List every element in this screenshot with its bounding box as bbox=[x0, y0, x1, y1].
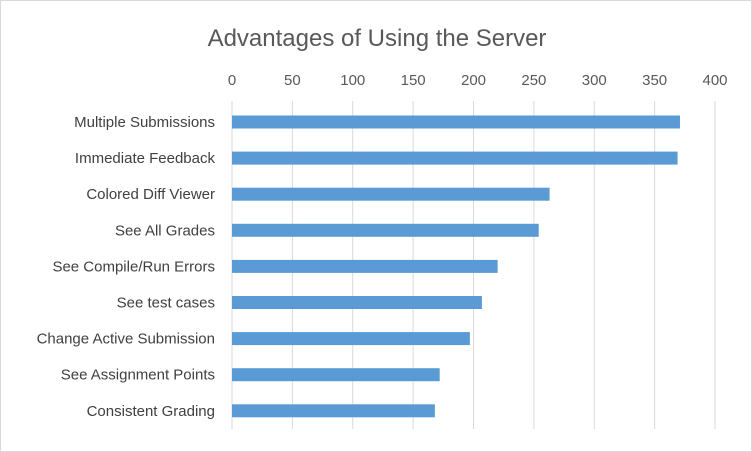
bar bbox=[232, 296, 482, 309]
bar bbox=[232, 404, 435, 418]
category-label: Multiple Submissions bbox=[74, 114, 215, 131]
bars bbox=[232, 115, 680, 418]
x-tick-label: 400 bbox=[702, 72, 727, 89]
x-tick-label: 300 bbox=[582, 72, 607, 89]
category-label: Colored Diff Viewer bbox=[86, 186, 215, 203]
x-axis-ticks: 0 50 100 150 200 250 300 350 400 bbox=[228, 72, 728, 89]
x-tick-label: 250 bbox=[521, 72, 546, 89]
x-tick-label: 200 bbox=[461, 72, 486, 89]
category-label: See Compile/Run Errors bbox=[52, 258, 215, 275]
bar bbox=[232, 259, 498, 273]
x-tick-label: 150 bbox=[401, 72, 426, 89]
category-label: See test cases bbox=[117, 295, 215, 312]
category-label: See Assignment Points bbox=[61, 367, 215, 384]
x-tick-label: 350 bbox=[642, 72, 667, 89]
bar bbox=[232, 151, 678, 165]
bar bbox=[232, 187, 550, 201]
x-tick-label: 100 bbox=[340, 72, 365, 89]
category-labels: Multiple Submissions Immediate Feedback Co… bbox=[37, 114, 216, 420]
x-tick-label: 0 bbox=[228, 72, 236, 89]
category-label: Change Active Submission bbox=[37, 331, 215, 348]
bar bbox=[232, 332, 470, 346]
bar bbox=[232, 368, 440, 382]
x-tick-label: 50 bbox=[284, 72, 301, 89]
category-label: Immediate Feedback bbox=[75, 150, 216, 167]
category-label: Consistent Grading bbox=[87, 403, 215, 420]
bar bbox=[232, 115, 680, 129]
chart-title: Advantages of Using the Server bbox=[208, 25, 547, 52]
category-label: See All Grades bbox=[115, 222, 215, 239]
bar bbox=[232, 223, 539, 237]
